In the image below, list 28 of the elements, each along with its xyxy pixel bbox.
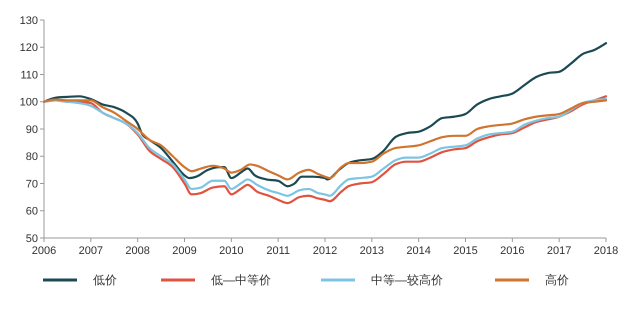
x-tick-label: 2013 <box>360 245 384 257</box>
x-tick-label: 2018 <box>594 245 618 257</box>
x-tick-label: 2011 <box>266 245 290 257</box>
x-tick-label: 2007 <box>78 245 104 257</box>
y-tick-label: 130 <box>20 14 38 27</box>
y-tick-label: 70 <box>26 178 38 190</box>
y-tick-label: 110 <box>20 69 38 82</box>
x-tick-label: 2009 <box>172 245 197 257</box>
y-tick-label: 120 <box>20 42 38 54</box>
legend-label: 中等—较高价 <box>371 273 443 288</box>
x-tick-label: 2008 <box>125 245 150 257</box>
y-tick-label: 80 <box>26 151 38 164</box>
legend-label: 低价 <box>93 273 117 288</box>
x-tick-label: 2006 <box>32 245 56 257</box>
legend-label: 高价 <box>545 273 569 288</box>
y-tick-label: 50 <box>26 232 38 245</box>
legend-label: 低—中等价 <box>211 273 271 288</box>
x-tick-label: 2015 <box>453 245 478 257</box>
y-tick-label: 100 <box>20 96 38 109</box>
y-tick-label: 90 <box>26 124 38 136</box>
x-tick-label: 2012 <box>312 245 338 257</box>
y-tick-label: 60 <box>26 206 38 218</box>
line-series <box>42 98 608 181</box>
x-tick-label: 2010 <box>219 245 244 257</box>
x-tick-label: 2014 <box>406 245 431 257</box>
line-series <box>42 42 608 188</box>
x-tick-label: 2017 <box>546 245 572 257</box>
x-tick-label: 2016 <box>500 245 525 257</box>
